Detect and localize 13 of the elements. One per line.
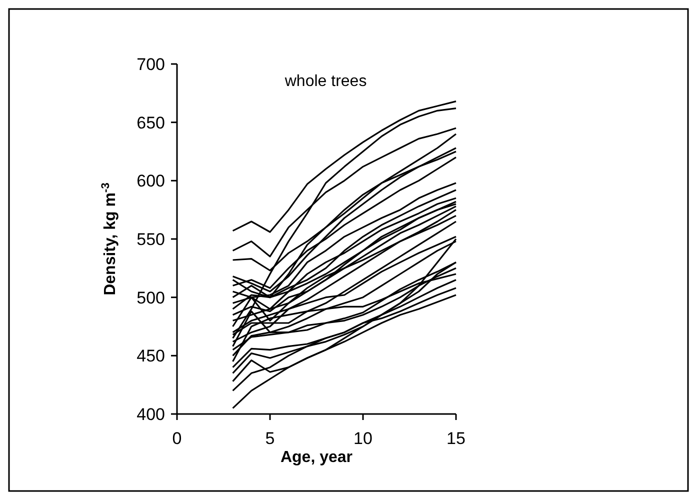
x-tick-label: 15 — [446, 429, 466, 448]
x-axis-title: Age, year — [280, 449, 353, 466]
y-tick-label: 400 — [136, 404, 165, 424]
y-tick-label: 500 — [136, 288, 165, 308]
y-tick-label: 600 — [136, 172, 165, 191]
text: whole trees — [284, 73, 367, 90]
y-tick-label: 450 — [136, 346, 165, 366]
x-tick-label: 5 — [265, 429, 275, 448]
x-tick-label: 0 — [172, 429, 182, 448]
y-tick-label: 700 — [136, 54, 165, 74]
y-tick-label: 550 — [136, 230, 165, 249]
y-tick-label: 650 — [136, 113, 165, 132]
x-tick-label: 10 — [354, 429, 372, 448]
